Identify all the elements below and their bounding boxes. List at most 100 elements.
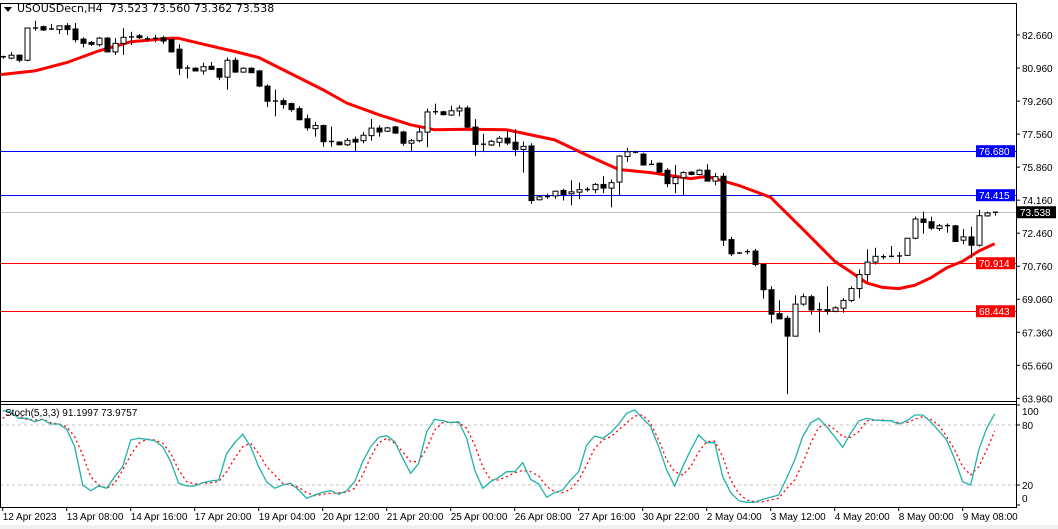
candle-body-bull xyxy=(592,183,599,191)
candle-body-bear xyxy=(752,250,759,265)
time-tick-label: 14 Apr 16:00 xyxy=(131,512,188,523)
candle xyxy=(120,28,127,55)
candle-body-bull xyxy=(576,189,583,193)
candle xyxy=(376,125,383,137)
candle-body-bull xyxy=(848,288,855,301)
candle xyxy=(24,27,31,62)
time-tick-label: 25 Apr 00:00 xyxy=(451,512,508,523)
candle-body-bear xyxy=(600,183,607,189)
candle-body-bull xyxy=(312,125,319,130)
bottom-scrollbar[interactable] xyxy=(0,525,1058,529)
candle xyxy=(545,193,550,199)
candle xyxy=(696,169,703,176)
candle-body-bear xyxy=(560,189,567,196)
candle xyxy=(904,237,911,256)
candle xyxy=(224,57,231,90)
candle xyxy=(864,249,871,282)
candle xyxy=(976,209,983,247)
candle xyxy=(768,286,775,324)
candle xyxy=(16,54,23,63)
candle-body-bull xyxy=(672,177,679,185)
candle-body-bear xyxy=(704,169,711,182)
candle xyxy=(384,126,391,132)
price-tick-label: 74.160 xyxy=(1022,196,1053,207)
candle xyxy=(616,155,623,197)
candle xyxy=(216,68,223,81)
candle-body-bull xyxy=(984,212,991,217)
candle-body-bull xyxy=(904,237,911,256)
candle xyxy=(424,108,431,148)
candle-body-bull xyxy=(240,67,247,73)
candle xyxy=(585,187,590,192)
candle xyxy=(273,89,278,117)
candle xyxy=(496,136,503,147)
dropdown-triangle-icon[interactable] xyxy=(4,6,12,12)
candle-body-bear xyxy=(104,37,111,53)
candle-body-bear xyxy=(304,118,311,129)
candle-body-bear xyxy=(320,125,327,143)
candle xyxy=(288,102,295,112)
candle-body-bear xyxy=(784,317,791,337)
level-labels: 76.680 74.415 73.538 70.914 68.443 xyxy=(976,145,1056,318)
candle xyxy=(808,294,815,315)
candle-body-bear xyxy=(208,65,215,70)
candle-body-bear xyxy=(40,26,47,31)
candle xyxy=(752,248,759,267)
candle-body-bear xyxy=(504,137,511,144)
candle xyxy=(912,216,919,240)
candle xyxy=(296,106,303,121)
candle-body-bull xyxy=(8,54,15,59)
moving-average xyxy=(0,36,996,291)
candle xyxy=(968,226,975,258)
stoch-tick-label: 100 xyxy=(1022,407,1039,418)
candle xyxy=(745,249,750,255)
candle-body-bull xyxy=(424,111,431,133)
candle xyxy=(208,62,215,70)
price-tick-label: 70.760 xyxy=(1022,262,1053,273)
candle xyxy=(440,110,447,116)
candle xyxy=(664,168,671,188)
candle xyxy=(129,31,134,46)
candle-body-bear xyxy=(440,111,447,116)
candle-body-bear xyxy=(392,126,399,134)
level-price-badge xyxy=(1017,206,1056,219)
candle xyxy=(8,52,15,60)
candle-body-bull xyxy=(800,296,807,305)
stoch-tick-label: 0 xyxy=(1022,494,1028,505)
candle-body-bull xyxy=(856,274,863,290)
ma-line xyxy=(0,36,996,291)
candle-body-bear xyxy=(640,153,647,166)
candle-body-bull xyxy=(536,196,543,201)
candle-body-bull xyxy=(608,182,615,189)
time-tick-label: 27 Apr 16:00 xyxy=(579,512,636,523)
candle xyxy=(552,190,559,199)
candles xyxy=(1,20,998,395)
candle-body-bear xyxy=(232,59,239,73)
candle-body-bear xyxy=(776,313,783,320)
candle xyxy=(33,20,38,31)
candle xyxy=(481,133,486,153)
candle-body-bear xyxy=(80,38,87,44)
candle-body-bull xyxy=(368,127,375,137)
candle-body-bull xyxy=(344,139,351,146)
candle xyxy=(960,229,967,245)
price-tick-label: 63.960 xyxy=(1022,394,1053,405)
candle xyxy=(1,55,6,59)
candle-body-bear xyxy=(656,162,663,173)
candle-body-bull xyxy=(200,66,207,72)
candle xyxy=(264,84,271,107)
candle-body-bear xyxy=(808,296,815,311)
candle xyxy=(536,195,543,201)
candle xyxy=(608,179,615,208)
candle-body-bear xyxy=(376,127,383,133)
ohlc-readout: 73.523 73.560 73.362 73.538 xyxy=(109,2,275,15)
candle xyxy=(720,172,727,247)
candle xyxy=(832,306,839,313)
candle-body-bear xyxy=(760,263,767,291)
candle-body-bear xyxy=(968,236,975,246)
candle xyxy=(656,162,663,173)
stoch-tick-label: 80 xyxy=(1022,421,1034,432)
price-tick-label: 72.460 xyxy=(1022,229,1053,240)
candle-body-bear xyxy=(720,175,727,241)
